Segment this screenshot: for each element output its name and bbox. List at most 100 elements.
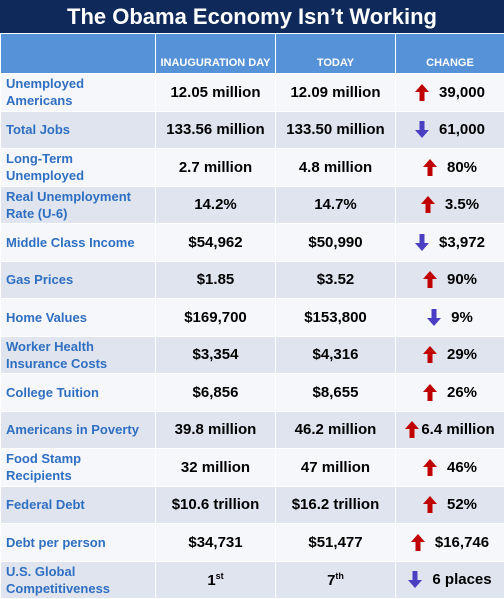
change-text: 6.4 million xyxy=(421,421,494,438)
label-line: Recipients xyxy=(6,467,155,484)
label-line: Debt per person xyxy=(6,534,155,551)
label-line: Middle Class Income xyxy=(6,234,155,251)
row-label: Total Jobs xyxy=(1,111,156,149)
value-cell: 14.7% xyxy=(276,186,396,224)
arrow-down xyxy=(408,571,422,588)
change-text: 6 places xyxy=(432,571,491,588)
change-cell: $16,746 xyxy=(396,524,504,562)
arrow-up xyxy=(411,534,425,551)
value-cell: $6,856 xyxy=(156,374,276,412)
change-text: 90% xyxy=(447,271,477,288)
change-cell: $3,972 xyxy=(396,224,504,262)
row-label: Home Values xyxy=(1,299,156,337)
change-text: 26% xyxy=(447,384,477,401)
change-cell: 46% xyxy=(396,449,504,487)
value-cell: 12.05 million xyxy=(156,74,276,112)
value-cell: 14.2% xyxy=(156,186,276,224)
header-cell: INAUGURATION DAY xyxy=(156,34,276,74)
value-cell: $34,731 xyxy=(156,524,276,562)
change-cell: 9% xyxy=(396,299,504,337)
arrow-up xyxy=(423,346,437,363)
label-line: Federal Debt xyxy=(6,496,155,513)
value-cell: 47 million xyxy=(276,449,396,487)
label-line: Americans xyxy=(6,92,155,109)
change-text: 39,000 xyxy=(439,84,485,101)
value-cell: $1.85 xyxy=(156,261,276,299)
header-cell xyxy=(1,34,156,74)
change-cell: 90% xyxy=(396,261,504,299)
value-text: 1 xyxy=(207,572,215,589)
arrow-down xyxy=(415,234,429,251)
label-line: Home Values xyxy=(6,309,155,326)
label-line: Americans in Poverty xyxy=(6,421,155,438)
change-cell: 26% xyxy=(396,374,504,412)
change-cell: 6.4 million xyxy=(396,411,504,449)
label-line: Rate (U-6) xyxy=(6,205,155,222)
value-cell: $3.52 xyxy=(276,261,396,299)
change-cell: 29% xyxy=(396,336,504,374)
arrow-up xyxy=(423,384,437,401)
label-line: Unemployed xyxy=(6,75,155,92)
arrow-up xyxy=(423,159,437,176)
table-row: Debt per person$34,731$51,477 $16,746 xyxy=(1,524,504,562)
value-cell: 133.56 million xyxy=(156,111,276,149)
value-cell: $51,477 xyxy=(276,524,396,562)
row-label: Federal Debt xyxy=(1,486,156,524)
label-line: Gas Prices xyxy=(6,271,155,288)
value-cell: 7th xyxy=(276,561,396,599)
arrow-up xyxy=(423,459,437,476)
value-cell: 2.7 million xyxy=(156,149,276,187)
value-cell: $169,700 xyxy=(156,299,276,337)
label-line: Total Jobs xyxy=(6,121,155,138)
value-cell: $16.2 trillion xyxy=(276,486,396,524)
change-text: 46% xyxy=(447,459,477,476)
header-cell: TODAY xyxy=(276,34,396,74)
table-row: Middle Class Income$54,962$50,990$3,972 xyxy=(1,224,504,262)
value-cell: 133.50 million xyxy=(276,111,396,149)
change-cell: 3.5% xyxy=(396,186,504,224)
value-cell: 12.09 million xyxy=(276,74,396,112)
label-line: Long-Term xyxy=(6,150,155,167)
change-cell: 80% xyxy=(396,149,504,187)
arrow-up xyxy=(415,84,429,101)
value-cell: $10.6 trillion xyxy=(156,486,276,524)
value-cell: 46.2 million xyxy=(276,411,396,449)
arrow-up xyxy=(405,421,419,438)
value-cell: $4,316 xyxy=(276,336,396,374)
change-cell: 52% xyxy=(396,486,504,524)
label-line: Unemployed xyxy=(6,167,155,184)
change-text: 61,000 xyxy=(439,121,485,138)
change-text: $16,746 xyxy=(435,534,489,551)
label-line: Insurance Costs xyxy=(6,355,155,372)
table-row: Gas Prices$1.85$3.52 90% xyxy=(1,261,504,299)
arrow-up xyxy=(423,271,437,288)
change-cell: 61,000 xyxy=(396,111,504,149)
change-text: 29% xyxy=(447,346,477,363)
value-cell: 39.8 million xyxy=(156,411,276,449)
change-text: $3,972 xyxy=(439,234,485,251)
label-line: College Tuition xyxy=(6,384,155,401)
change-text: 52% xyxy=(447,496,477,513)
change-cell: 6 places xyxy=(396,561,504,599)
label-line: Worker Health xyxy=(6,338,155,355)
header-cell: CHANGE xyxy=(396,34,504,74)
row-label: Americans in Poverty xyxy=(1,411,156,449)
row-label: Debt per person xyxy=(1,524,156,562)
label-line: Food Stamp xyxy=(6,450,155,467)
